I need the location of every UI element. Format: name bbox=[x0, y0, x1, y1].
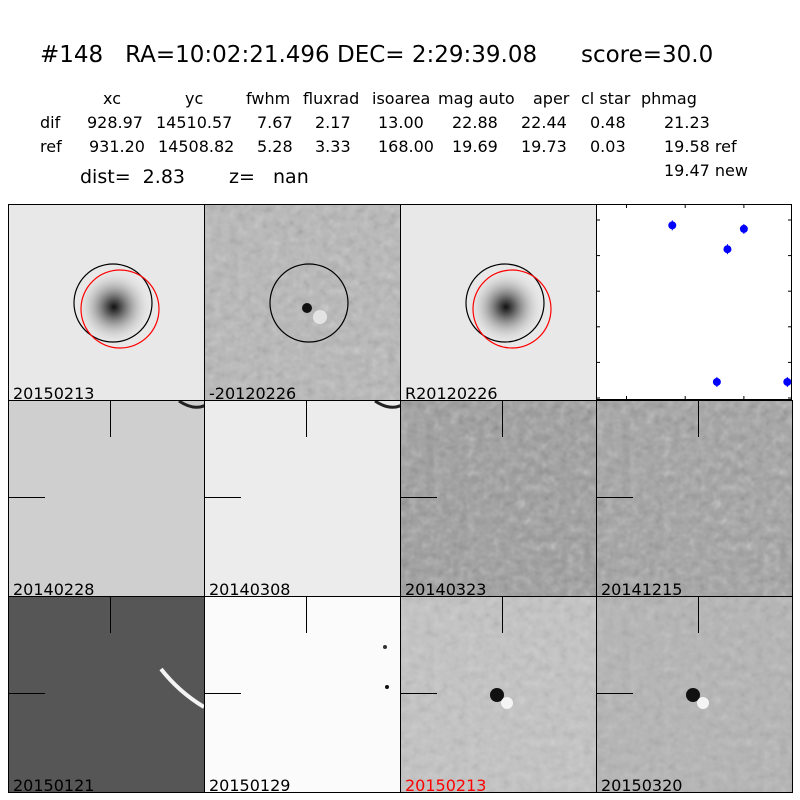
cell-value: 7.67 bbox=[257, 113, 293, 132]
cutout-date-label: 20150121 bbox=[13, 776, 95, 793]
cell-value: 2.17 bbox=[315, 113, 351, 132]
cutout-date-label: 20150320 bbox=[601, 776, 683, 793]
column-header: cl star bbox=[581, 89, 631, 108]
data-point bbox=[783, 377, 792, 386]
data-point bbox=[723, 245, 732, 254]
cell-value: 19.58 ref bbox=[664, 137, 737, 156]
column-header: fwhm bbox=[246, 89, 291, 108]
column-header: fluxrad bbox=[303, 89, 360, 108]
cutout-date-label: -20120226 bbox=[209, 384, 297, 401]
image-cutout: R20120226 bbox=[400, 204, 597, 401]
crosshair-line bbox=[502, 597, 503, 633]
column-header: yc bbox=[185, 89, 204, 108]
cutout-date-label: R20120226 bbox=[405, 384, 498, 401]
image-cutout: -20120226 bbox=[204, 204, 401, 401]
column-header: phmag bbox=[641, 89, 697, 108]
cell-value: 14508.82 bbox=[158, 137, 235, 156]
column-header: isoarea bbox=[372, 89, 431, 108]
cell-value: 3.33 bbox=[315, 137, 351, 156]
cutout-date-label: 20140323 bbox=[405, 580, 487, 597]
cell-value: 22.88 bbox=[452, 113, 498, 132]
crosshair-line bbox=[401, 497, 437, 498]
crosshair-line bbox=[306, 401, 307, 437]
cell-value: 0.03 bbox=[590, 137, 626, 156]
row-label: ref bbox=[40, 137, 62, 156]
column-header: mag auto bbox=[438, 89, 515, 108]
crosshair-line bbox=[306, 597, 307, 633]
crosshair-line bbox=[698, 401, 699, 437]
cell-value: 14510.57 bbox=[156, 113, 233, 132]
image-cutout: 20140323 bbox=[400, 400, 597, 597]
cell-value: 168.00 bbox=[378, 137, 434, 156]
crosshair-line bbox=[401, 693, 437, 694]
crosshair-line bbox=[205, 693, 241, 694]
z-value: z= nan bbox=[229, 166, 309, 188]
cell-value: 13.00 bbox=[378, 113, 424, 132]
column-header: xc bbox=[103, 89, 121, 108]
cutout-date-label: 20141215 bbox=[601, 580, 683, 597]
dist-value: dist= 2.83 bbox=[80, 166, 185, 188]
cell-value: 5.28 bbox=[257, 137, 293, 156]
cell-value: 19.73 bbox=[521, 137, 567, 156]
cutout-date-label: 20150213 bbox=[405, 776, 487, 793]
cutout-date-label: 20140228 bbox=[13, 580, 95, 597]
cutout-date-label: 20150213 bbox=[13, 384, 95, 401]
crosshair-line bbox=[502, 401, 503, 437]
crosshair-line bbox=[698, 597, 699, 633]
data-point bbox=[668, 221, 677, 230]
data-point bbox=[712, 377, 721, 386]
image-cutout: 20140308 bbox=[204, 400, 401, 597]
candidate-title: #148 RA=10:02:21.496 DEC= 2:29:39.08 sco… bbox=[40, 42, 714, 68]
cell-value: 931.20 bbox=[89, 137, 145, 156]
cutout-date-label: 20150129 bbox=[209, 776, 291, 793]
crosshair-line bbox=[9, 693, 45, 694]
crosshair-line bbox=[110, 401, 111, 437]
image-cutout: 20140228 bbox=[8, 400, 205, 597]
image-cutout: 20150213 bbox=[8, 204, 205, 401]
column-header: aper bbox=[533, 89, 570, 108]
image-cutout: 20150129 bbox=[204, 596, 401, 793]
image-cutout: 20141215 bbox=[596, 400, 793, 597]
data-point bbox=[739, 224, 748, 233]
cell-value: 22.44 bbox=[521, 113, 567, 132]
crosshair-line bbox=[205, 497, 241, 498]
image-cutout: 20150121 bbox=[8, 596, 205, 793]
crosshair-line bbox=[110, 597, 111, 633]
plot-frame bbox=[596, 204, 792, 400]
row-label: dif bbox=[40, 113, 61, 132]
crosshair-line bbox=[597, 497, 633, 498]
image-cutout: 20150320 bbox=[596, 596, 793, 793]
phmag-new: 19.47 new bbox=[664, 161, 748, 180]
magnitude-lightcurve-plot: 212223242526−100−500 bbox=[571, 204, 792, 423]
cutout-date-label: 20140308 bbox=[209, 580, 291, 597]
crosshair-line bbox=[597, 693, 633, 694]
image-cutout: 20150213 bbox=[400, 596, 597, 793]
cell-value: 928.97 bbox=[87, 113, 143, 132]
crosshair-line bbox=[9, 497, 45, 498]
cell-value: 19.69 bbox=[452, 137, 498, 156]
cell-value: 21.23 bbox=[664, 113, 710, 132]
cell-value: 0.48 bbox=[590, 113, 626, 132]
